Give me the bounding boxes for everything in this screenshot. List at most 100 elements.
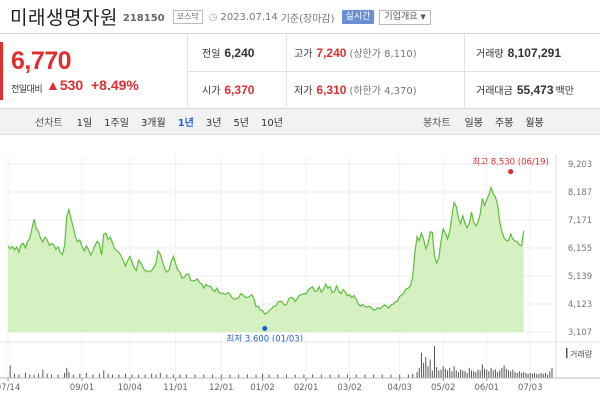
up-triangle-icon: ▲ (46, 77, 60, 93)
volume-bar (33, 374, 35, 378)
volume-bar (42, 369, 44, 378)
volume-bar (9, 365, 11, 378)
volume-bar (473, 371, 475, 378)
volume-bar (229, 374, 231, 378)
line-chart-label: 선차트 (35, 118, 63, 129)
volume-bar (529, 372, 531, 378)
candle-daily[interactable]: 일봉 (464, 118, 483, 129)
volume-bar (172, 374, 174, 378)
market-badge: 코스닥 (172, 10, 203, 24)
stock-code: 218150 (122, 12, 165, 24)
price-change: ▲530 (46, 77, 83, 93)
volume-bar (373, 374, 375, 378)
x-tick-label: 05/02 (431, 383, 456, 393)
x-tick-label: 06/01 (474, 383, 499, 393)
company-info-dropdown[interactable]: 기업개요 ▼ (379, 9, 431, 25)
quote-panel: 6,770 전일대비 ▲530 +8.49% 전일 6,240 고가 7,240 (상… (0, 33, 600, 109)
high-value: 7,240 (316, 46, 347, 60)
volume-bar (444, 368, 446, 378)
volume-bar (203, 374, 205, 378)
period-5y[interactable]: 5년 (233, 118, 249, 129)
chevron-down-icon: ▼ (420, 12, 426, 21)
x-tick-label: 12/01 (209, 383, 234, 393)
volume-bar (447, 370, 449, 378)
volume-bar (516, 372, 518, 378)
volume-bar (479, 370, 481, 378)
y-tick-label: 8,187 (568, 188, 592, 198)
volume-bar (507, 370, 509, 378)
price-change-pct: +8.49% (91, 77, 139, 93)
volume-bar (547, 374, 549, 378)
volume-bar (510, 371, 512, 378)
current-price: 6,770 (11, 47, 72, 75)
candle-monthly[interactable]: 월봉 (525, 118, 544, 129)
volume-bar (277, 374, 279, 378)
y-tick-label: 4,123 (568, 300, 592, 310)
volume-bar (185, 374, 187, 378)
prev-compare-label: 전일대비 (11, 85, 43, 95)
price-area (8, 187, 524, 332)
volume-bar (79, 373, 81, 378)
company-info-label: 기업개요 (384, 11, 418, 22)
volume-bar (46, 373, 48, 378)
period-1d[interactable]: 1일 (76, 118, 93, 129)
stock-header: 미래생명자원 218150 코스닥 ◷ 2023.07.14 기준(장마감) 실… (0, 0, 600, 32)
x-tick-label: 09/01 (70, 383, 95, 393)
volume-bar (399, 374, 401, 378)
volume-bar (440, 369, 442, 378)
volume-bar (286, 374, 288, 378)
amount-stat: 거래대금 55,473 백만 (476, 82, 574, 97)
volume-bar (438, 370, 440, 378)
price-box: 6,770 전일대비 ▲530 +8.49% (0, 34, 188, 109)
clock-icon: ◷ (208, 11, 218, 23)
low-label: 저가 (294, 86, 313, 97)
volume-bar (425, 356, 427, 378)
volume-bar (436, 367, 438, 378)
high-label: 고가 (294, 49, 313, 60)
volume-bar (542, 373, 544, 378)
volume-bar (107, 373, 109, 378)
period-3y[interactable]: 3년 (205, 118, 222, 129)
y-tick-label: 3,107 (568, 328, 592, 338)
volume-bar (268, 374, 270, 378)
volume-bar (418, 367, 420, 378)
price-accent-bar (0, 42, 3, 100)
volume-bar (503, 365, 505, 378)
prev-close-value: 6,240 (224, 46, 255, 60)
y-tick-label: 6,155 (568, 244, 592, 254)
period-1w[interactable]: 1주일 (104, 118, 129, 129)
volume-bar (544, 372, 546, 378)
volume-bar (416, 372, 418, 378)
y-tick-label: 9,203 (568, 160, 592, 170)
volume-bar (521, 372, 523, 378)
low-marker (262, 325, 268, 332)
volume-bar (455, 370, 457, 378)
volume-bar (29, 374, 31, 378)
realtime-button[interactable]: 실시간 (341, 10, 375, 24)
volume-legend-mark (566, 348, 568, 358)
prev-close-label: 전일 (202, 49, 221, 60)
period-3m[interactable]: 3개월 (140, 118, 166, 129)
volume-bar (433, 346, 435, 378)
volume-bar (466, 372, 468, 378)
high-stat: 고가 7,240 (상한가 8,110) (294, 45, 417, 60)
volume-bar (538, 373, 540, 378)
volume-bar (294, 374, 296, 378)
amount-unit: 백만 (555, 86, 574, 97)
volume-bar (412, 373, 414, 378)
volume-bar (98, 373, 100, 378)
candle-weekly[interactable]: 주봉 (494, 118, 514, 129)
chart-period-toolbar: 선차트 1일 1주일 3개월 1년 3년 5년 10년 봉차트 일봉 주봉 월봉 (0, 109, 600, 135)
volume-bar (66, 367, 68, 378)
period-10y[interactable]: 10년 (261, 118, 283, 129)
volume-bar (540, 372, 542, 378)
volume-bar (338, 374, 340, 378)
period-1y[interactable]: 1년 (177, 118, 194, 129)
volume-bar (131, 374, 133, 378)
low-stat: 저가 6,310 (하한가 4,370) (294, 82, 417, 97)
volume-bar (355, 374, 357, 378)
low-value: 6,310 (316, 83, 347, 97)
upper-limit: (상한가 8,110) (349, 49, 417, 60)
x-tick-label: 01/02 (250, 383, 275, 393)
price-chart-svg: 9,203 8,187 7,171 6,155 5,139 4,123 3,107 최고 8,… (0, 154, 600, 393)
